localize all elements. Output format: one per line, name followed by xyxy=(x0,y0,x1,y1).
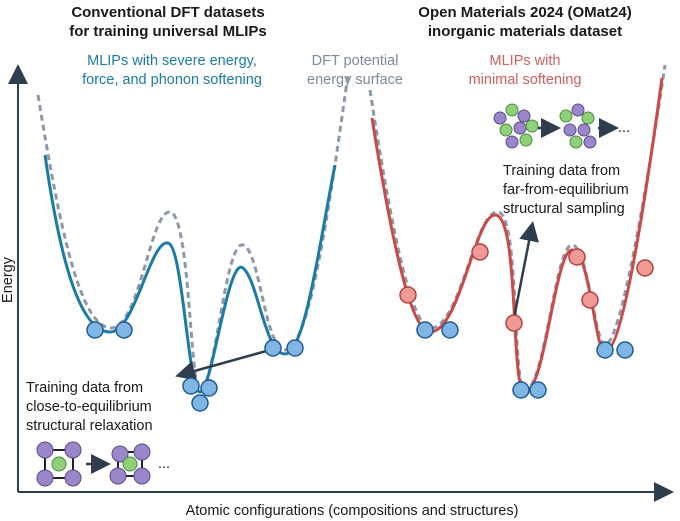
ellipsis: ... xyxy=(158,456,170,472)
dft-label: energy surface xyxy=(307,72,403,88)
y-axis-label: Energy xyxy=(0,256,16,303)
structure-icons xyxy=(493,103,619,149)
left-title: for training universal MLIPs xyxy=(69,23,267,40)
blue-label: force, and phonon softening xyxy=(82,72,262,88)
arrow xyxy=(512,221,539,319)
dft-label: DFT potential xyxy=(312,53,399,69)
far-label: far-from-equilibrium xyxy=(503,182,629,198)
equilibrium-points xyxy=(416,321,634,399)
mlip-curve xyxy=(43,154,337,394)
right-title: Open Materials 2024 (OMat24) xyxy=(418,4,631,21)
equilibrium-points xyxy=(86,321,304,412)
left-title: Conventional DFT datasets xyxy=(71,4,264,21)
sampled-points xyxy=(399,243,654,332)
far-label: structural sampling xyxy=(503,201,625,217)
far-label: Training data from xyxy=(503,163,620,179)
right-title: inorganic materials dataset xyxy=(428,23,622,40)
red-label: minimal softening xyxy=(469,72,582,88)
blue-label: MLIPs with severe energy, xyxy=(87,53,257,69)
x-axis-label: Atomic configurations (compositions and … xyxy=(186,503,519,519)
red-label: MLIPs with xyxy=(490,53,561,69)
close-label: Training data from xyxy=(26,380,143,396)
close-label: structural relaxation xyxy=(26,418,153,434)
close-label: close-to-equilibrium xyxy=(26,399,152,415)
structure-icons xyxy=(36,441,151,487)
axes xyxy=(8,64,674,502)
arrow xyxy=(175,348,271,381)
dft-curve xyxy=(368,64,667,392)
ellipsis: ... xyxy=(618,120,630,136)
